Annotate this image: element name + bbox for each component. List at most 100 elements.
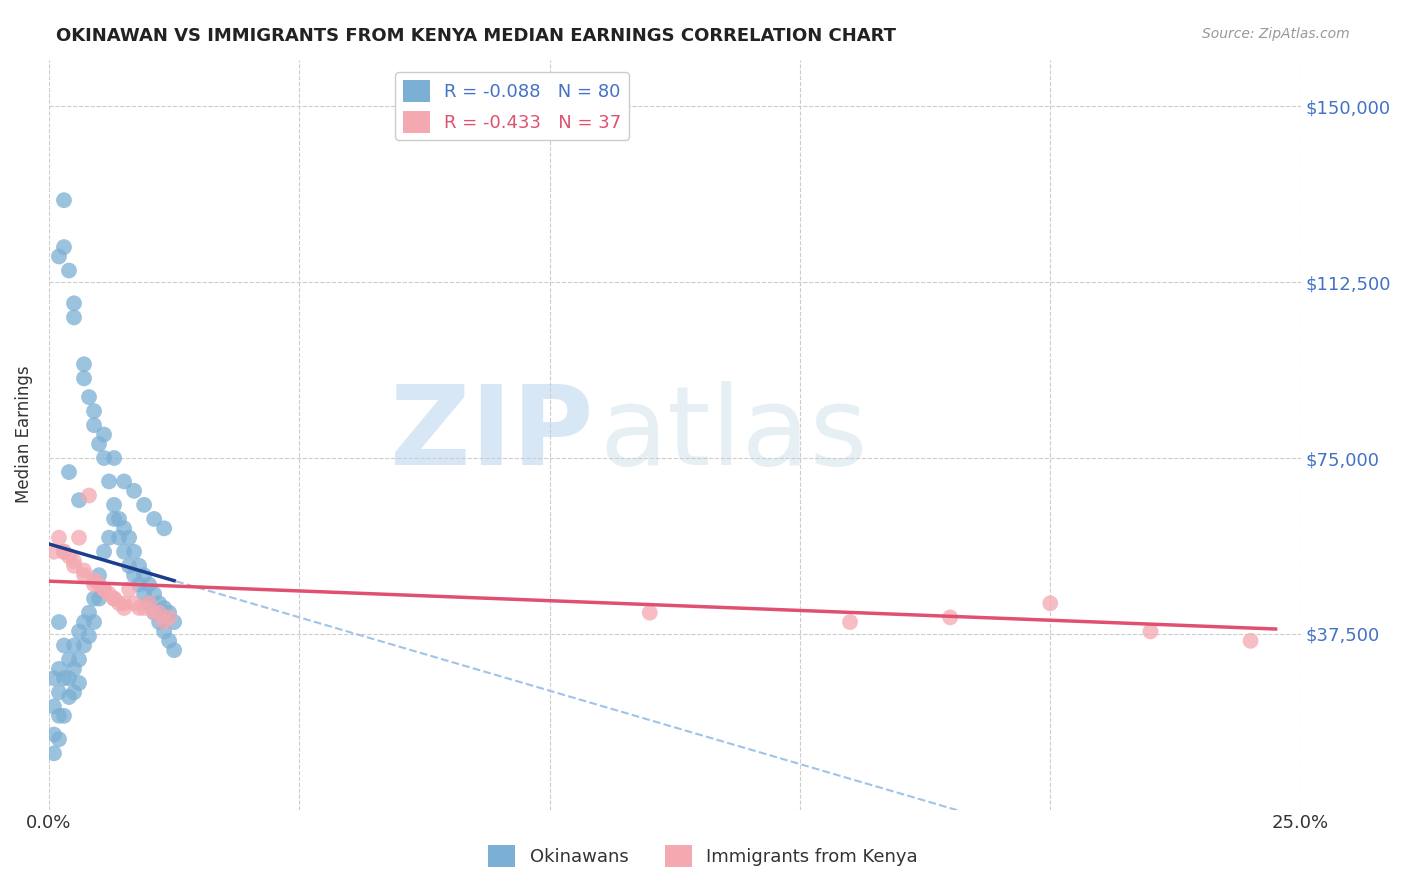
Point [153, 615, 176, 629]
Point [53, 193, 76, 207]
Point [112, 596, 135, 610]
Point [42, 671, 65, 685]
Point [148, 615, 170, 629]
Point [138, 577, 160, 591]
Point [73, 639, 96, 653]
Point [108, 531, 131, 545]
Point [53, 545, 76, 559]
Point [153, 521, 176, 535]
Point [132, 587, 155, 601]
Point [148, 606, 170, 620]
Point [157, 633, 180, 648]
Point [153, 624, 176, 639]
Point [67, 624, 90, 639]
Legend: Okinawans, Immigrants from Kenya: Okinawans, Immigrants from Kenya [481, 838, 925, 874]
Point [53, 708, 76, 723]
Point [48, 250, 70, 264]
Point [63, 662, 86, 676]
Point [839, 615, 862, 629]
Point [83, 418, 105, 433]
Point [118, 558, 141, 573]
Point [112, 521, 135, 535]
Point [48, 708, 70, 723]
Point [93, 450, 115, 465]
Point [122, 483, 145, 498]
Point [148, 596, 170, 610]
Point [73, 615, 96, 629]
Point [67, 652, 90, 666]
Point [108, 596, 131, 610]
Point [118, 582, 141, 597]
Point [143, 606, 166, 620]
Point [163, 643, 186, 657]
Point [73, 371, 96, 385]
Point [53, 545, 76, 559]
Point [93, 582, 115, 597]
Point [112, 601, 135, 615]
Point [42, 545, 65, 559]
Point [63, 558, 86, 573]
Point [98, 587, 121, 601]
Point [122, 545, 145, 559]
Point [73, 564, 96, 578]
Point [48, 615, 70, 629]
Point [48, 685, 70, 699]
Point [112, 475, 135, 489]
Point [93, 545, 115, 559]
Point [53, 639, 76, 653]
Point [143, 587, 166, 601]
Point [103, 498, 125, 512]
Point [67, 676, 90, 690]
Point [1039, 596, 1062, 610]
Point [98, 531, 121, 545]
Point [128, 558, 150, 573]
Point [87, 591, 110, 606]
Point [63, 685, 86, 699]
Point [42, 699, 65, 714]
Point [83, 404, 105, 418]
Point [77, 606, 100, 620]
Point [93, 582, 115, 597]
Point [638, 606, 661, 620]
Point [58, 549, 80, 564]
Point [77, 390, 100, 404]
Point [53, 671, 76, 685]
Point [138, 596, 160, 610]
Y-axis label: Median Earnings: Median Earnings [15, 366, 32, 503]
Point [83, 615, 105, 629]
Point [128, 577, 150, 591]
Point [103, 512, 125, 526]
Point [103, 591, 125, 606]
Text: ZIP: ZIP [389, 381, 593, 488]
Point [128, 601, 150, 615]
Point [58, 690, 80, 704]
Point [143, 512, 166, 526]
Point [157, 610, 180, 624]
Point [153, 601, 176, 615]
Point [67, 531, 90, 545]
Point [73, 568, 96, 582]
Point [58, 263, 80, 277]
Point [77, 629, 100, 643]
Point [42, 727, 65, 741]
Point [53, 240, 76, 254]
Point [143, 606, 166, 620]
Point [83, 573, 105, 587]
Point [63, 639, 86, 653]
Point [108, 512, 131, 526]
Point [63, 554, 86, 568]
Point [48, 732, 70, 747]
Point [132, 498, 155, 512]
Legend: R = -0.088   N = 80, R = -0.433   N = 37: R = -0.088 N = 80, R = -0.433 N = 37 [395, 72, 628, 140]
Point [93, 427, 115, 442]
Point [67, 493, 90, 508]
Point [103, 450, 125, 465]
Point [83, 591, 105, 606]
Point [87, 437, 110, 451]
Point [42, 746, 65, 760]
Text: Source: ZipAtlas.com: Source: ZipAtlas.com [1202, 27, 1350, 41]
Point [122, 568, 145, 582]
Point [1239, 633, 1261, 648]
Point [48, 662, 70, 676]
Point [103, 591, 125, 606]
